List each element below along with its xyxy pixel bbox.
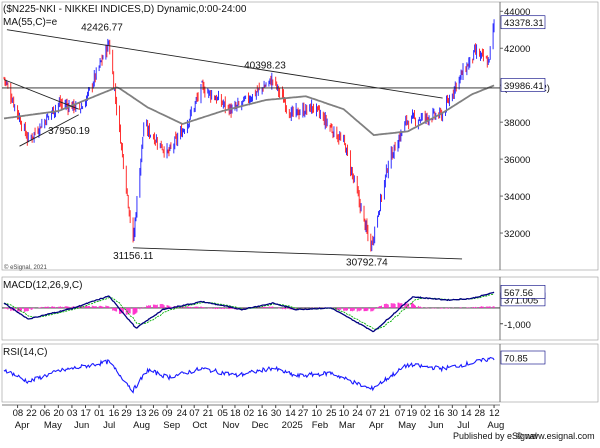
rsi-value-tag-box: [500, 350, 546, 365]
x-tick-label: 02: [420, 408, 431, 419]
rsi-value-tag: 70.85: [504, 354, 528, 365]
x-month-label: Mar: [339, 420, 355, 431]
x-tick-label: 24: [352, 408, 363, 419]
price-panel: [1, 1, 599, 408]
x-tick-label: 16: [434, 408, 445, 419]
x-tick-label: 17: [81, 408, 92, 419]
x-tick-label: 01: [94, 408, 105, 419]
y-tick-label: 36000: [504, 155, 530, 166]
y-tick-label: 42000: [504, 44, 530, 55]
x-month-label: Jun: [428, 420, 443, 431]
x-month-label: Apr: [15, 420, 30, 431]
chart-marks: [2, 19, 500, 394]
y-tick-label: 38000: [504, 118, 530, 129]
panel-frame: [1, 276, 599, 341]
chart-labels: 32000340003600038000400004200044000(3985…: [13, 7, 550, 431]
x-tick-label: 14: [461, 408, 472, 419]
price-annotation: 31156.11: [113, 251, 154, 262]
x-month-label: Aug: [487, 420, 504, 431]
macd-title: MACD(12,26,9,C): [3, 280, 82, 291]
last-price-tag: 43378.31: [504, 18, 544, 29]
trendline: [6, 29, 443, 99]
x-tick-label: 07: [189, 408, 200, 419]
price-annotation: 37950.19: [48, 126, 90, 137]
x-month-label: May: [398, 420, 416, 431]
x-tick-label: 21: [379, 408, 390, 419]
ma-last-tag-box: [500, 78, 546, 92]
x-month-label: Oct: [192, 420, 207, 431]
x-tick-label: 29: [121, 408, 132, 419]
x-tick-label: 20: [53, 408, 64, 419]
x-tick-label: 16: [257, 408, 268, 419]
macd-line: [3, 291, 495, 333]
ma-label: MA(55,C)=e: [3, 17, 58, 28]
rsi-line: [3, 356, 495, 394]
x-month-label: May: [44, 420, 62, 431]
x-tick-label: 21: [203, 408, 214, 419]
y-tick-label: 32000: [504, 229, 530, 240]
x-tick-label: 30: [271, 408, 282, 419]
x-tick-label: 06: [40, 408, 51, 419]
y-tick-label: 34000: [504, 192, 530, 203]
panel-frame: [1, 1, 599, 271]
x-tick-label: 24: [177, 408, 188, 419]
x-tick-label: 18: [230, 408, 241, 419]
chart-title: ($N225-NKI - NIKKEI INDICES,D) Dynamic,0…: [3, 4, 247, 15]
x-tick-label: 10: [311, 408, 322, 419]
trendline: [19, 114, 79, 147]
panel-frame: [1, 343, 599, 403]
price-annotation: 30792.74: [346, 257, 388, 268]
trendline: [3, 79, 79, 110]
x-tick-label: 27: [298, 408, 309, 419]
x-tick-label: 25: [326, 408, 337, 419]
x-tick-label: 07: [366, 408, 377, 419]
x-tick-label: 03: [67, 408, 78, 419]
x-tick-label: 08: [13, 408, 24, 419]
macd-value-tag-box: [500, 285, 546, 299]
x-tick-label: 07: [395, 408, 406, 419]
published-text: Published by eSignal: [453, 431, 537, 441]
x-month-label: Aug: [133, 420, 150, 431]
price-annotation: 42426.77: [81, 23, 123, 34]
x-tick-label: 05: [217, 408, 228, 419]
x-month-label: Feb: [312, 420, 328, 431]
macd-signal-line: [3, 293, 495, 330]
trendline: [133, 247, 463, 260]
last-price-tag-box: [500, 15, 546, 30]
x-tick-label: 10: [339, 408, 350, 419]
x-tick-label: 13: [136, 408, 147, 419]
price-annotation: 40398.23: [244, 61, 286, 72]
ma-last-tag: 39986.41: [504, 81, 544, 92]
x-month-label: Jun: [74, 420, 89, 431]
macd-signal-tag: 371.005: [504, 295, 538, 306]
x-month-label: 2025: [282, 420, 303, 431]
x-tick-label: 12: [489, 408, 500, 419]
macd-tick-label: -1,000: [504, 320, 531, 331]
x-tick-label: 02: [244, 408, 255, 419]
x-month-label: Jul: [457, 420, 469, 431]
macd-value-tag: 567.56: [504, 288, 533, 299]
x-month-label: Sep: [163, 420, 180, 431]
rsi-title: RSI(14,C): [3, 347, 47, 358]
copyright-text: © eSignal, 2021: [4, 264, 47, 271]
esignal-site: © www.esignal.com: [516, 431, 595, 441]
x-tick-label: 28: [475, 408, 486, 419]
x-tick-label: 26: [148, 408, 159, 419]
x-tick-label: 14: [285, 408, 296, 419]
x-month-label: Apr: [369, 420, 384, 431]
x-month-label: Nov: [222, 420, 239, 431]
x-month-label: Jul: [103, 420, 115, 431]
x-tick-label: 09: [162, 408, 173, 419]
x-tick-label: 30: [447, 408, 458, 419]
x-tick-label: 22: [26, 408, 37, 419]
x-tick-label: 16: [109, 408, 120, 419]
y-tick-label: 44000: [504, 7, 530, 18]
ma-55-line: [3, 84, 495, 137]
x-tick-label: 19: [407, 408, 418, 419]
x-month-label: Dec: [252, 420, 269, 431]
